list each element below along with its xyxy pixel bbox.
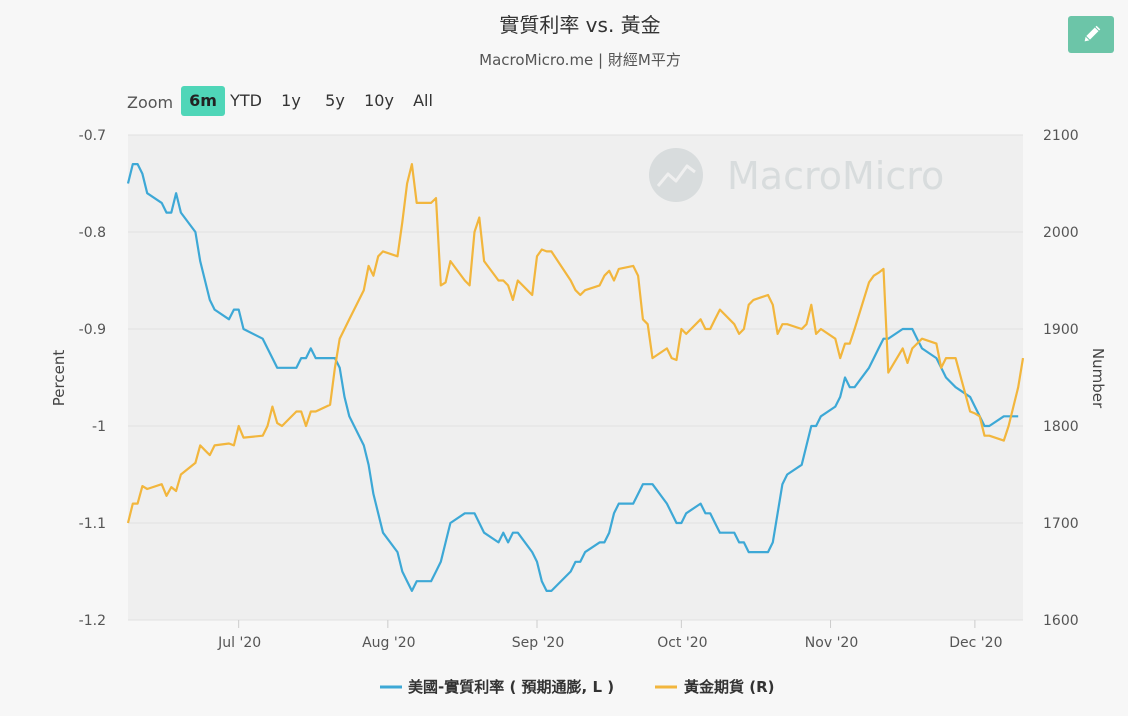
zoom-button-1y[interactable]: 1y (281, 91, 301, 110)
zoom-label: Zoom (127, 93, 173, 112)
chart-title: 實質利率 vs. 黃金 (499, 13, 660, 37)
zoom-button-label: 6m (189, 91, 217, 110)
zoom-button-label: 5y (325, 91, 345, 110)
zoom-button-label: All (413, 91, 433, 110)
legend-item-real-rate[interactable]: 美國-實質利率 ( 預期通膨, L ) (380, 678, 614, 696)
left-tick-label: -0.7 (79, 128, 106, 144)
right-axis-title: Number (1089, 348, 1107, 409)
x-tick-label: Aug '20 (362, 635, 415, 651)
plot-area (128, 135, 1023, 620)
watermark-logo-icon (649, 148, 703, 202)
x-tick-label: Dec '20 (949, 635, 1002, 651)
pencil-icon (1084, 25, 1101, 42)
gridlines (128, 134, 1023, 621)
edit-button[interactable] (1068, 16, 1114, 53)
right-tick-label: 1700 (1043, 516, 1079, 532)
zoom-button-label: YTD (229, 91, 262, 110)
legend-label-real-rate: 美國-實質利率 ( 預期通膨, L ) (408, 678, 614, 696)
chart-subtitle: MacroMicro.me | 財經M平方 (479, 51, 681, 69)
legend-label-gold: 黃金期貨 (R) (684, 678, 774, 696)
zoom-button-active-bg (181, 86, 225, 116)
left-tick-label: -1.1 (79, 516, 106, 532)
right-axis-ticks: 2100 2000 1900 1800 1700 1600 (1043, 128, 1079, 629)
right-tick-label: 1600 (1043, 613, 1079, 629)
zoom-button-10y[interactable]: 10y (364, 91, 394, 110)
left-axis-title: Percent (50, 350, 68, 407)
zoom-button-label: 1y (281, 91, 301, 110)
zoom-button-ytd[interactable]: YTD (229, 91, 262, 110)
left-tick-label: -1 (92, 419, 106, 435)
real-rate-line[interactable] (126, 163, 1019, 593)
x-tick-label: Oct '20 (657, 635, 707, 651)
right-tick-label: 1900 (1043, 322, 1079, 338)
left-tick-label: -0.9 (79, 322, 106, 338)
zoom-button-all[interactable]: All (413, 91, 433, 110)
right-tick-label: 2000 (1043, 225, 1079, 241)
zoom-button-6m[interactable]: 6m (181, 86, 225, 116)
right-tick-label: 1800 (1043, 419, 1079, 435)
zoom-button-5y[interactable]: 5y (325, 91, 345, 110)
series-lines (126, 163, 1025, 593)
zoom-button-label: 10y (364, 91, 394, 110)
left-tick-label: -0.8 (79, 225, 106, 241)
legend: 美國-實質利率 ( 預期通膨, L ) 黃金期貨 (R) (380, 678, 774, 696)
left-axis-ticks: -0.7 -0.8 -0.9 -1 -1.1 -1.2 (79, 128, 106, 629)
zoom-buttons: 6m YTD 1y 5y 10y All (181, 86, 433, 116)
right-tick-label: 2100 (1043, 128, 1079, 144)
watermark-text: MacroMicro (727, 154, 944, 198)
legend-item-gold[interactable]: 黃金期貨 (R) (655, 678, 774, 696)
gold-line[interactable] (126, 163, 1025, 524)
watermark: MacroMicro (649, 148, 944, 202)
x-axis-ticks: Jul '20 Aug '20 Sep '20 Oct '20 Nov '20 Dec '… (217, 620, 1002, 651)
x-tick-label: Jul '20 (217, 635, 261, 651)
x-tick-label: Nov '20 (805, 635, 858, 651)
left-tick-label: -1.2 (79, 613, 106, 629)
x-tick-label: Sep '20 (512, 635, 565, 651)
